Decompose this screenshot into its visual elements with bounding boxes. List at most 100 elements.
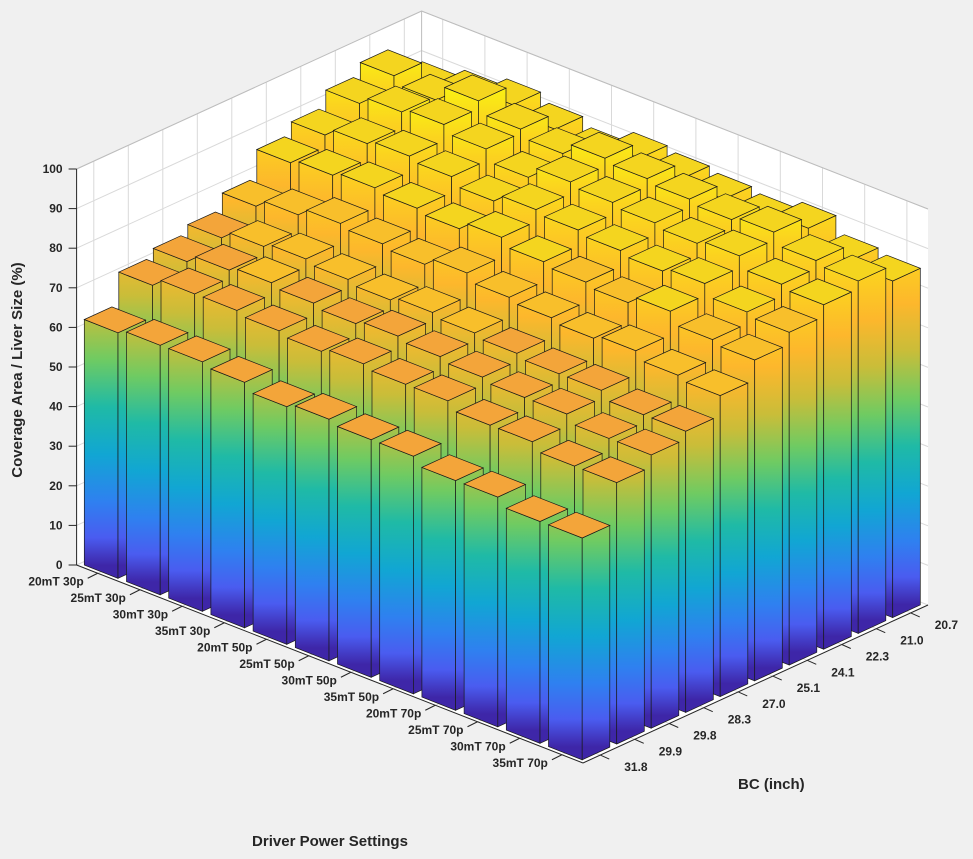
bar-face-top	[547, 511, 611, 539]
bar-face-top	[585, 224, 649, 251]
bar-face-top	[359, 49, 423, 77]
bar-face-top	[823, 254, 887, 282]
bar-face-top	[405, 330, 469, 357]
bar-face-top	[677, 313, 741, 340]
bar-face-top	[413, 374, 477, 402]
bar-face-top	[574, 412, 638, 439]
x-tick-mark	[171, 605, 183, 612]
bar-face-top	[704, 229, 768, 257]
bar-face-top	[535, 155, 599, 183]
y-tick-mark	[600, 754, 610, 760]
bar-face-top	[236, 256, 300, 284]
z-tick-label: 10	[49, 518, 63, 532]
bar-face-top	[252, 380, 316, 408]
x-tick-mark	[509, 737, 520, 744]
bar-face-top	[409, 98, 473, 125]
bar-face-top	[466, 211, 530, 238]
bar-face-top	[305, 197, 369, 224]
bar-face-top	[321, 297, 385, 324]
bar-face-front	[616, 469, 645, 745]
bar-face-top	[559, 312, 623, 339]
bar-face-top	[539, 439, 603, 467]
bar-face-top	[463, 470, 527, 498]
z-tick-label: 40	[49, 400, 63, 414]
y-tick-mark	[738, 691, 748, 697]
bar-face-top	[754, 306, 818, 333]
bar-face-top	[651, 405, 715, 432]
y-tick-label: 29.8	[693, 729, 717, 743]
bar-face-top	[432, 246, 496, 274]
bar-face-top	[670, 257, 734, 284]
bar-face-top	[509, 235, 573, 263]
bar-face-top	[781, 234, 845, 261]
bar-face-top	[543, 203, 607, 231]
bar-face-top	[685, 369, 749, 396]
bars	[83, 49, 922, 761]
x-tick-label: 35mT 30p	[155, 624, 210, 638]
bar-face-top	[340, 161, 404, 189]
bar-face-top	[355, 273, 419, 301]
y-tick-label: 29.9	[659, 744, 683, 758]
z-tick-label: 80	[49, 241, 63, 255]
y-tick-mark	[669, 723, 679, 728]
bar-face-top	[612, 152, 676, 179]
x-tick-label: 20mT 50p	[197, 640, 252, 654]
bar-face-top	[482, 327, 546, 354]
bar-face-top	[635, 284, 699, 312]
bar-face-front	[823, 291, 852, 650]
bar-face-front	[650, 441, 680, 729]
x-tick-label: 30mT 70p	[450, 739, 505, 753]
x-tick-mark	[340, 671, 352, 678]
bar-face-top	[397, 286, 461, 313]
bar-face-top	[194, 243, 258, 271]
bar-face-top	[524, 347, 588, 375]
x-tick-label: 25mT 30p	[71, 591, 126, 605]
bar-face-top	[313, 253, 377, 280]
bar-face-top	[332, 117, 396, 144]
bar-face-front	[788, 319, 818, 666]
y-tick-mark	[703, 707, 713, 713]
bar-face-top	[505, 495, 569, 522]
x-tick-label: 25mT 70p	[408, 723, 463, 737]
bar-face-top	[608, 388, 672, 416]
y-tick-mark	[772, 675, 782, 681]
bar-face-top	[490, 371, 554, 398]
bar-face-front	[581, 524, 611, 761]
y-axis-line	[582, 604, 929, 764]
bar-face-left	[294, 405, 330, 662]
bar-face-top	[532, 387, 596, 415]
x-tick-mark	[298, 655, 309, 662]
bar-face-top	[229, 220, 293, 247]
bar-face-left	[463, 483, 499, 728]
bar-face-top	[474, 271, 538, 298]
x-tick-mark	[425, 704, 436, 711]
y-tick-mark	[841, 644, 851, 649]
z-tick-label: 60	[49, 320, 63, 334]
bar-face-top	[486, 102, 550, 130]
bar-face-top	[501, 183, 565, 210]
bar-face-top	[628, 244, 692, 272]
bar-face-left	[83, 318, 119, 579]
bar-face-front	[685, 418, 714, 713]
bar-face-top	[417, 150, 481, 177]
z-tick-label: 0	[56, 558, 63, 572]
y-tick-label: 31.8	[624, 760, 648, 774]
bar-face-top	[367, 85, 431, 113]
bar-face-left	[168, 348, 203, 612]
bar-face-top	[654, 172, 718, 200]
bar-face-top	[167, 335, 231, 363]
bar-face-top	[616, 428, 680, 456]
bar-face-top	[789, 278, 853, 306]
bar-face-top	[371, 358, 435, 385]
x-tick-label: 35mT 50p	[324, 690, 379, 704]
bar-face-top	[348, 217, 412, 245]
bar-face-top	[739, 205, 803, 233]
bar-face-front	[719, 382, 749, 698]
z-tick-label: 20	[49, 479, 63, 493]
y-axis-label: BC (inch)	[738, 776, 805, 793]
z-axis-label: Coverage Area / Liver Size (%)	[9, 262, 26, 477]
bar-face-top	[720, 333, 784, 361]
bar-face-top	[578, 176, 642, 203]
